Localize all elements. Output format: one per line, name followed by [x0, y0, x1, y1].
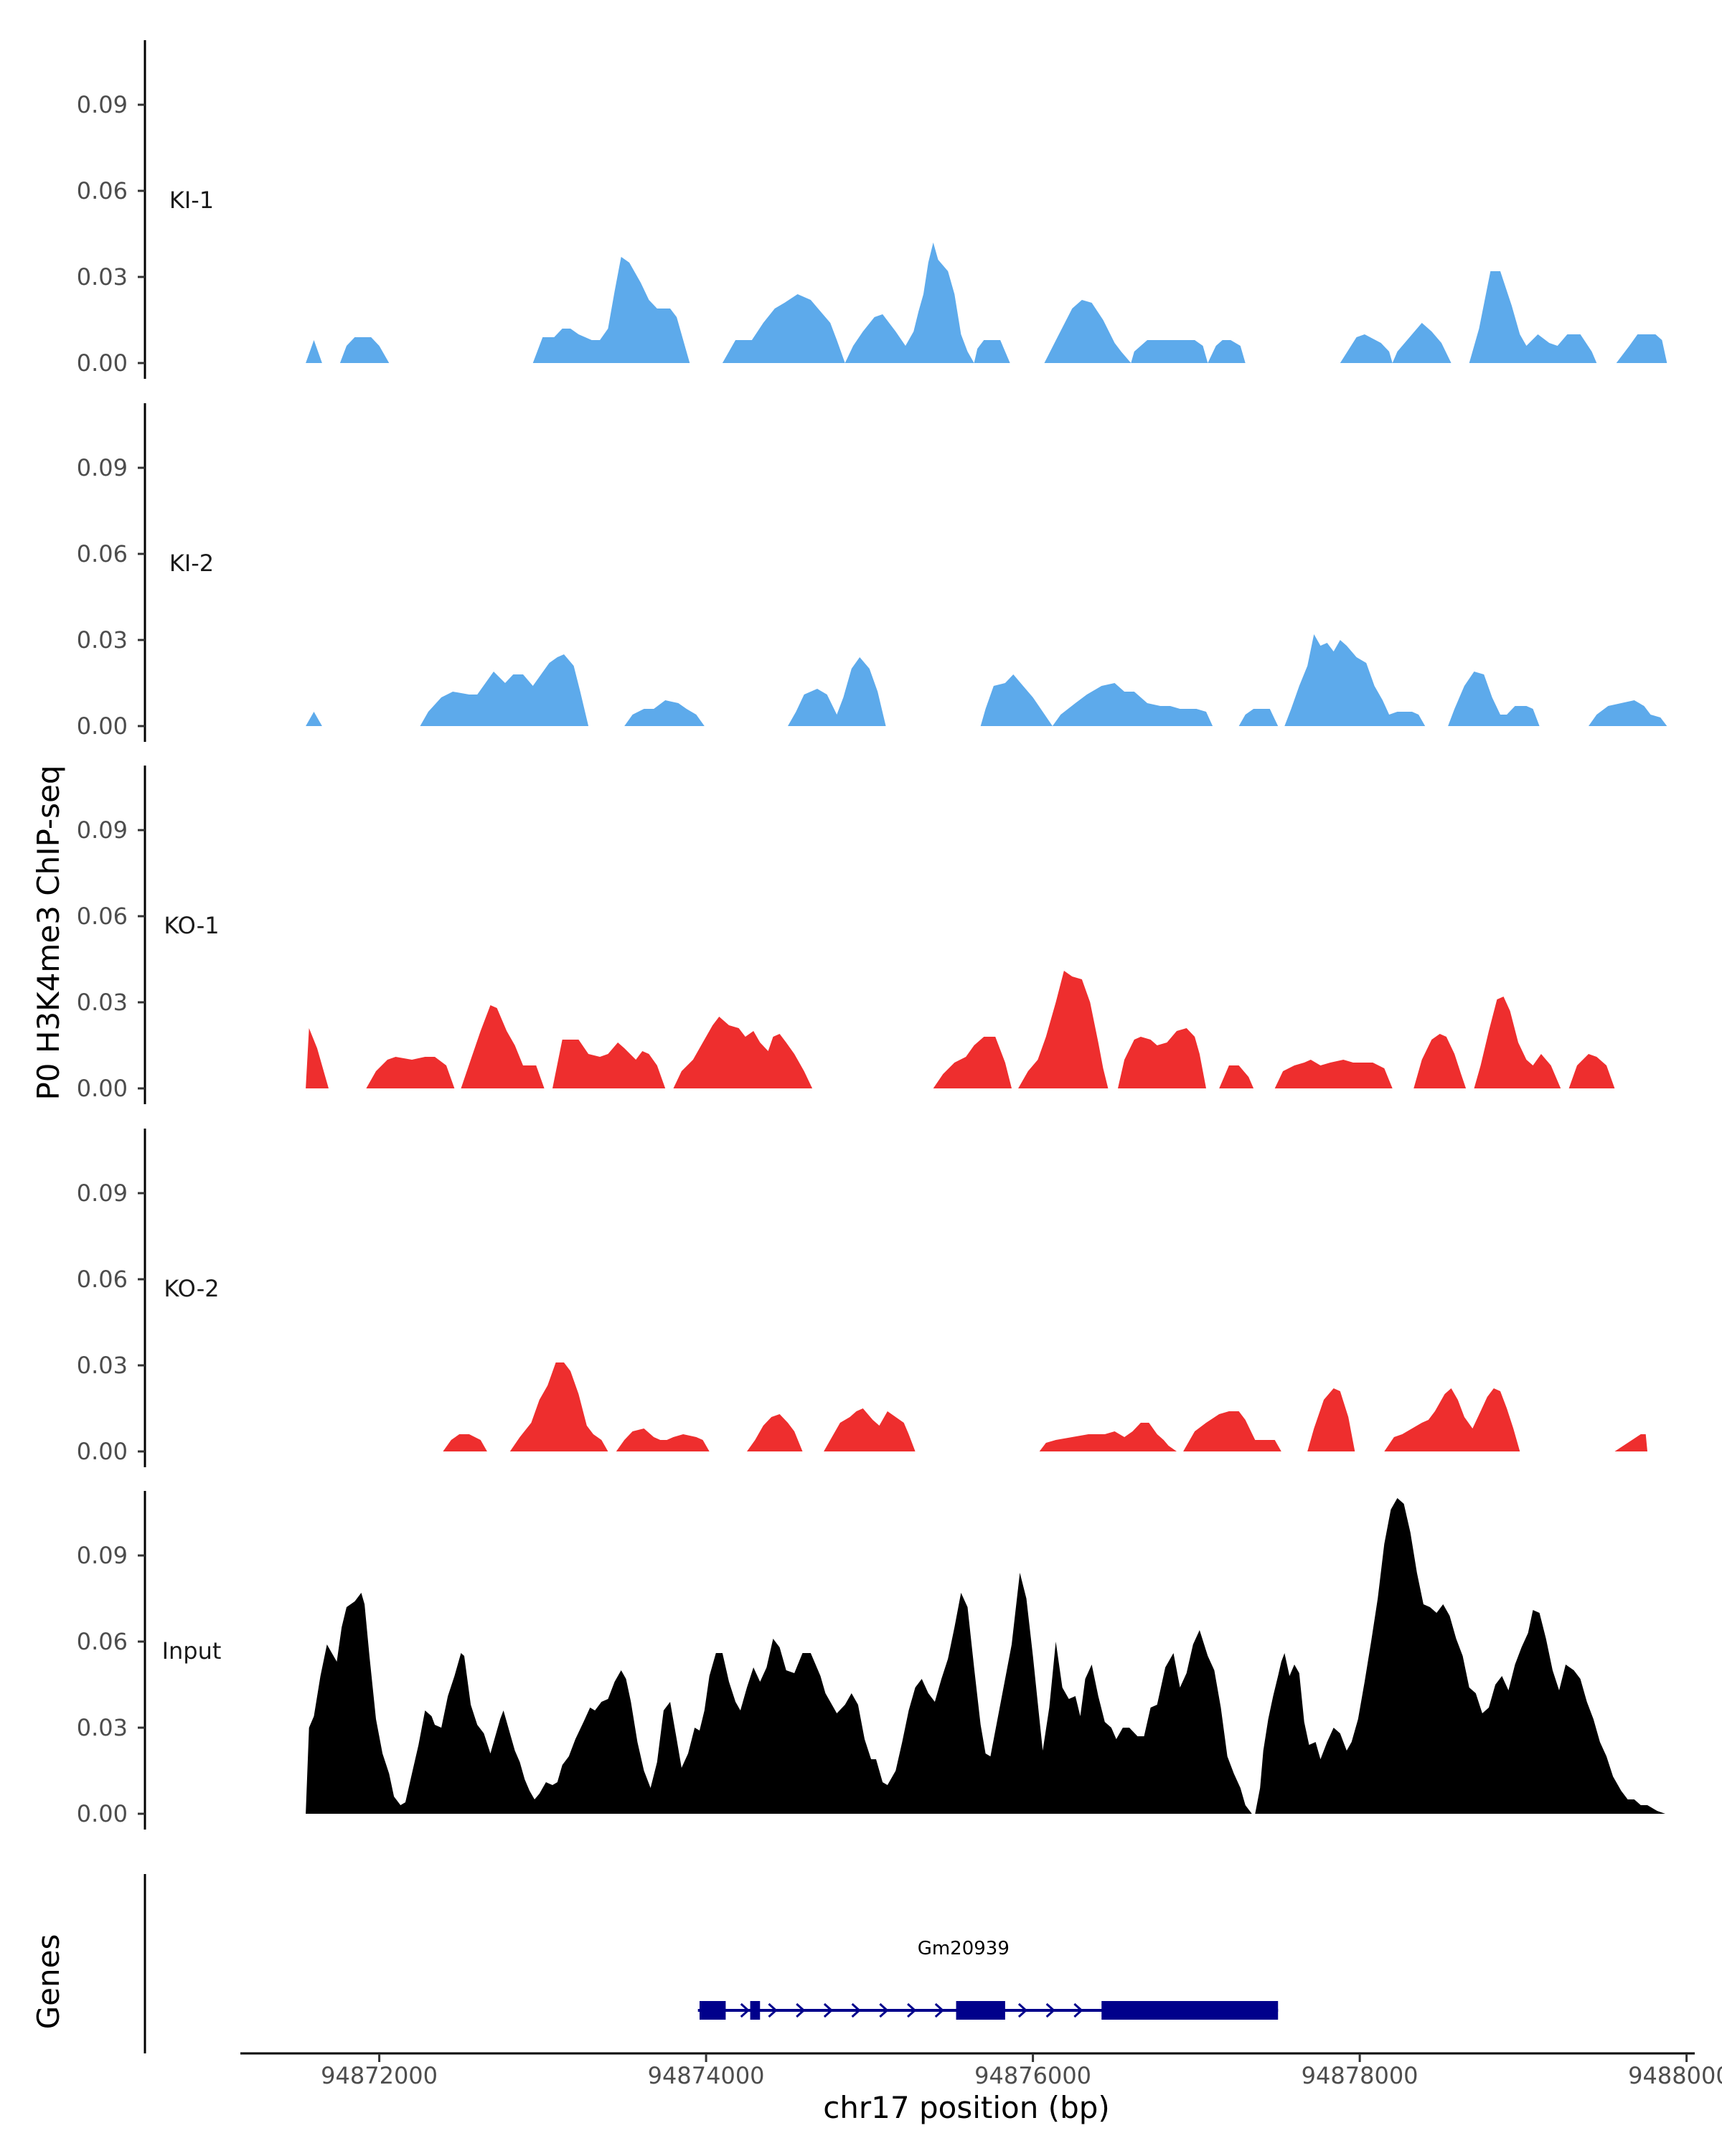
y-tick-label: 0.09 — [77, 816, 128, 844]
strand-arrow — [907, 2002, 917, 2018]
x-tick-label: 94880000 — [1628, 2062, 1722, 2089]
strand-arrow — [1073, 2002, 1083, 2018]
signal-area-ki-2 — [306, 634, 1667, 726]
gene-exon — [750, 2001, 761, 2020]
track-ki-2: 0.00 0.03 0.06 0.09 KI-2 — [77, 403, 1667, 742]
track-label: KO-1 — [164, 912, 219, 939]
strand-arrow — [823, 2002, 834, 2018]
track-input: 0.00 0.03 0.06 0.09 Input — [77, 1491, 1666, 1830]
x-tick-label: 94872000 — [321, 2062, 438, 2089]
track-ki-1: 0.00 0.03 0.06 0.09 KI-1 — [77, 40, 1667, 379]
gene-exon — [956, 2001, 1005, 2020]
track-label: KO-2 — [164, 1275, 219, 1302]
genes-axis-title: Genes — [31, 1934, 66, 2030]
track-ko-2: 0.00 0.03 0.06 0.09 KO-2 — [77, 1129, 1647, 1467]
gene-exon — [699, 2001, 726, 2020]
gene-name-label: Gm20939 — [918, 1938, 1010, 1959]
y-tick-label: 0.00 — [77, 1800, 128, 1827]
signal-area-ko-2 — [443, 1362, 1647, 1451]
y-tick-label: 0.06 — [77, 903, 128, 930]
y-tick-label: 0.06 — [77, 1628, 128, 1655]
gene-exon — [1101, 2001, 1279, 2020]
x-tick-label: 94874000 — [648, 2062, 765, 2089]
y-tick-label: 0.00 — [77, 712, 128, 740]
strand-arrow — [768, 2002, 778, 2018]
y-tick-label: 0.09 — [77, 1542, 128, 1569]
x-tick-label: 94876000 — [974, 2062, 1091, 2089]
y-tick-label: 0.00 — [77, 1438, 128, 1465]
y-tick-label: 0.06 — [77, 177, 128, 204]
track-ko-1: 0.00 0.03 0.06 0.09 KO-1 — [77, 766, 1615, 1104]
strand-arrow — [796, 2002, 806, 2018]
strand-arrow — [879, 2002, 889, 2018]
y-tick-label: 0.06 — [77, 1266, 128, 1293]
track-label: Input — [162, 1637, 222, 1665]
signal-area-ko-1 — [306, 971, 1615, 1088]
track-label: KI-1 — [169, 187, 214, 214]
y-tick-label: 0.03 — [77, 1352, 128, 1379]
y-tick-label: 0.03 — [77, 989, 128, 1016]
tracks-layer: 0.00 0.03 0.06 0.09 KI-1 0.00 0.03 0.06 0.09 KI-2… — [77, 40, 1667, 1830]
y-tick-label: 0.00 — [77, 349, 128, 377]
y-tick-label: 0.09 — [77, 91, 128, 118]
strand-arrow — [1045, 2002, 1055, 2018]
y-tick-label: 0.03 — [77, 263, 128, 291]
track-label: KI-2 — [169, 550, 214, 577]
y-tick-label: 0.03 — [77, 626, 128, 654]
y-tick-label: 0.06 — [77, 540, 128, 568]
x-axis-title: chr17 position (bp) — [823, 2090, 1110, 2125]
strand-arrow — [851, 2002, 861, 2018]
signal-area-ki-1 — [306, 243, 1667, 363]
strand-arrow — [1017, 2002, 1028, 2018]
x-tick-label: 94878000 — [1302, 2062, 1418, 2089]
strand-arrow — [934, 2002, 945, 2018]
x-axis: 94872000 94874000 94876000 94878000 94880000 — [240, 2052, 1722, 2089]
gene-track: Gm20939 — [144, 1874, 1279, 2053]
y-axis-title: P0 H3K4me3 ChIP-seq — [31, 765, 66, 1100]
y-tick-label: 0.09 — [77, 1180, 128, 1207]
y-tick-label: 0.03 — [77, 1714, 128, 1741]
strand-arrow — [740, 2002, 751, 2018]
y-tick-label: 0.09 — [77, 454, 128, 481]
signal-area-input — [306, 1498, 1666, 1814]
y-tick-label: 0.00 — [77, 1075, 128, 1102]
